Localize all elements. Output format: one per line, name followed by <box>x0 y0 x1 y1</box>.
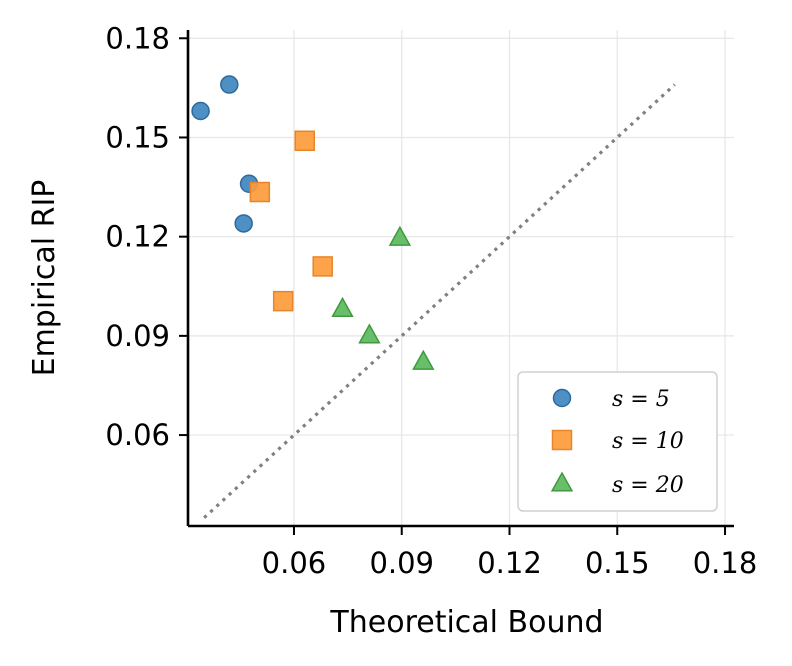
legend-marker-square <box>551 429 573 451</box>
point-series1-square-2 <box>294 130 315 152</box>
reference-line <box>203 83 676 519</box>
y-tick-label-2: 0.12 <box>105 220 170 254</box>
legend-label-1: s = 10 <box>612 429 684 454</box>
point-series1-square-3 <box>312 256 333 277</box>
legend-marker-triangle <box>550 471 574 492</box>
x-tick-label-3: 0.15 <box>585 546 650 580</box>
legend-label-2: s = 20 <box>612 473 684 498</box>
point-series2-triangle-2 <box>388 225 412 246</box>
x-tick-label-0: 0.06 <box>262 546 327 580</box>
grid <box>188 30 734 526</box>
y-tick-label-0: 0.06 <box>105 418 170 452</box>
point-series2-triangle-0 <box>331 296 354 317</box>
y-tick-label-1: 0.09 <box>105 319 170 353</box>
point-series0-circle-2 <box>234 214 253 233</box>
y-tick-label-4: 0.18 <box>105 21 170 55</box>
point-series1-square-0 <box>272 290 294 312</box>
legend-label-0: s = 5 <box>612 387 670 412</box>
y-ticks: 0.06 0.09 0.12 0.15 0.18 <box>105 21 188 452</box>
y-tick-label-3: 0.15 <box>105 120 170 154</box>
axes <box>186 30 734 528</box>
x-tick-label-1: 0.09 <box>369 546 434 580</box>
legend-marker-circle <box>552 388 572 408</box>
data-points <box>191 75 435 370</box>
point-series1-square-1 <box>249 181 271 203</box>
y-axis-title: Empirical RIP <box>27 180 62 377</box>
x-axis-title: Theoretical Bound <box>329 605 603 640</box>
point-series2-triangle-1 <box>358 323 381 344</box>
x-tick-label-2: 0.12 <box>477 546 542 580</box>
legend: s = 5 s = 10 s = 20 <box>517 371 718 512</box>
point-series0-circle-1 <box>220 75 239 94</box>
point-series2-triangle-3 <box>412 349 435 370</box>
x-ticks: 0.06 0.09 0.12 0.15 0.18 <box>262 526 758 580</box>
x-tick-label-4: 0.18 <box>693 546 758 580</box>
legend-box <box>517 371 718 512</box>
point-series0-circle-0 <box>191 101 210 121</box>
